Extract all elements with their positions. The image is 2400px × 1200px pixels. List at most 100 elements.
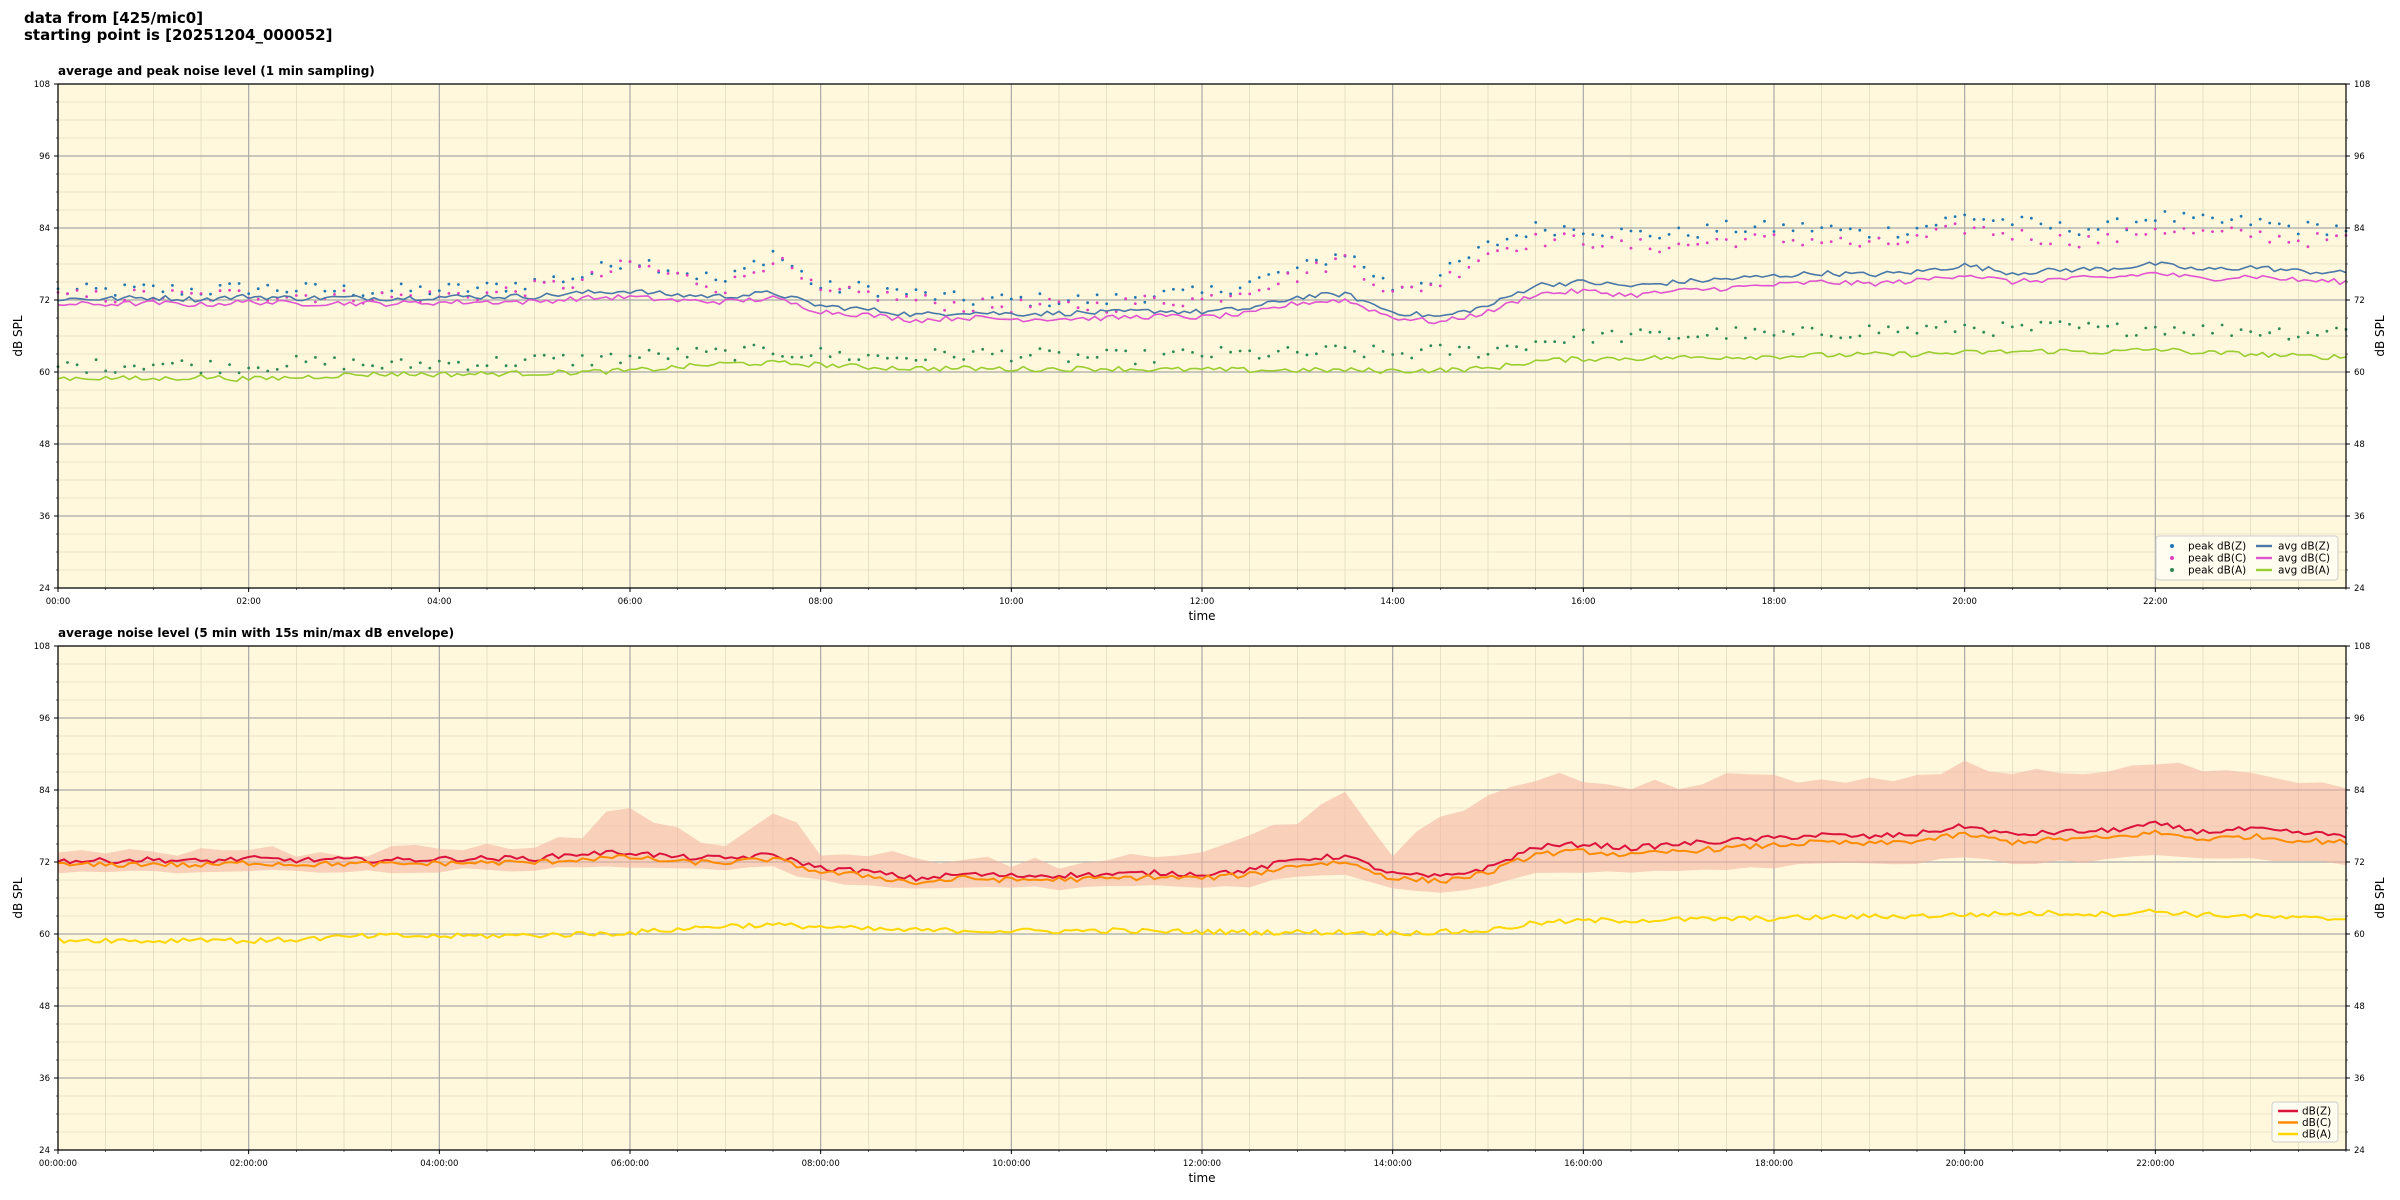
data-point	[1305, 259, 1309, 262]
data-point	[495, 290, 498, 294]
data-point	[1963, 232, 1967, 235]
data-point	[886, 290, 889, 294]
data-point	[580, 276, 584, 279]
data-point	[781, 256, 784, 260]
data-point	[1048, 304, 1051, 308]
data-point	[2182, 331, 2186, 335]
data-point	[1276, 282, 1280, 286]
y-tick-label-right: 72	[2354, 858, 2365, 868]
data-point	[2058, 221, 2062, 224]
data-point	[1696, 242, 1700, 246]
data-point	[943, 292, 946, 295]
data-point	[2010, 325, 2014, 329]
data-point	[1276, 270, 1280, 274]
data-point	[2049, 321, 2052, 325]
data-point	[886, 287, 889, 290]
data-point	[838, 287, 842, 291]
data-point	[1515, 249, 1518, 253]
data-point	[1505, 246, 1509, 250]
data-point	[1238, 349, 1242, 353]
data-point	[190, 363, 193, 367]
data-point	[1095, 293, 1099, 297]
data-point	[1362, 355, 1366, 359]
data-point	[294, 294, 298, 297]
data-point	[1105, 348, 1109, 352]
data-point	[1753, 233, 1757, 236]
x-tick-label: 02:00	[236, 597, 261, 607]
data-point	[2087, 321, 2091, 325]
data-point	[333, 289, 336, 293]
data-point	[466, 290, 470, 293]
data-point	[361, 363, 365, 367]
data-point	[552, 275, 556, 279]
data-point	[2316, 232, 2319, 235]
data-point	[2182, 211, 2186, 215]
data-point	[1524, 235, 1528, 239]
data-point	[952, 290, 956, 294]
data-point	[2325, 233, 2329, 237]
data-point	[809, 282, 813, 286]
data-point	[333, 293, 336, 296]
data-point	[1667, 337, 1671, 340]
data-point	[1839, 228, 1843, 232]
y-axis-label-right: dB SPL	[2373, 877, 2387, 919]
data-point	[2077, 245, 2081, 249]
data-point	[142, 289, 146, 293]
data-point	[809, 278, 813, 282]
data-point	[914, 288, 918, 291]
data-point	[533, 354, 537, 357]
data-point	[94, 290, 98, 293]
data-point	[2134, 220, 2138, 224]
data-point	[1429, 283, 1433, 287]
data-point	[2153, 227, 2157, 231]
data-point	[485, 281, 489, 285]
data-point	[2335, 224, 2338, 228]
data-point	[1705, 333, 1709, 337]
data-point	[1467, 346, 1471, 349]
data-point	[1562, 232, 1566, 236]
data-point	[2049, 242, 2052, 246]
data-point	[1810, 229, 1814, 233]
data-point	[323, 362, 327, 366]
data-point	[1953, 222, 1957, 226]
data-point	[952, 300, 956, 304]
data-point	[1086, 356, 1089, 359]
data-point	[1543, 340, 1547, 344]
data-point	[857, 358, 861, 361]
data-point	[1048, 297, 1051, 301]
data-point	[1496, 346, 1499, 350]
data-point	[275, 289, 279, 292]
data-point	[1448, 270, 1452, 274]
data-point	[1019, 295, 1023, 299]
data-point	[1029, 305, 1032, 309]
data-point	[85, 282, 88, 286]
data-point	[1067, 300, 1070, 304]
data-point	[971, 303, 975, 306]
data-point	[2211, 230, 2214, 234]
x-axis: 00:00:00 02:00:00 04:00:00 06:00:00 08:00:00…	[39, 1150, 2347, 1169]
data-point	[180, 359, 184, 362]
data-point	[1648, 234, 1652, 238]
data-point	[1848, 335, 1852, 339]
data-point	[1982, 330, 1986, 334]
data-point	[1114, 310, 1118, 313]
data-point	[151, 363, 155, 367]
legend-marker	[2170, 568, 2174, 572]
series-avg-db-c-	[57, 271, 2347, 325]
data-point	[2220, 221, 2224, 224]
data-point	[990, 296, 994, 299]
data-point	[952, 355, 956, 359]
data-point	[580, 278, 584, 281]
data-point	[1267, 273, 1271, 276]
data-point	[466, 368, 470, 372]
data-point	[1267, 287, 1271, 291]
legend-label: peak dB(Z)	[2188, 541, 2246, 553]
data-point	[695, 346, 699, 350]
data-point	[800, 355, 803, 359]
data-point	[485, 291, 489, 295]
data-point	[1095, 301, 1099, 305]
x-tick-label: 08:00	[808, 597, 833, 607]
data-point	[1915, 234, 1919, 237]
data-point	[1381, 276, 1385, 280]
data-point	[1906, 326, 1909, 330]
